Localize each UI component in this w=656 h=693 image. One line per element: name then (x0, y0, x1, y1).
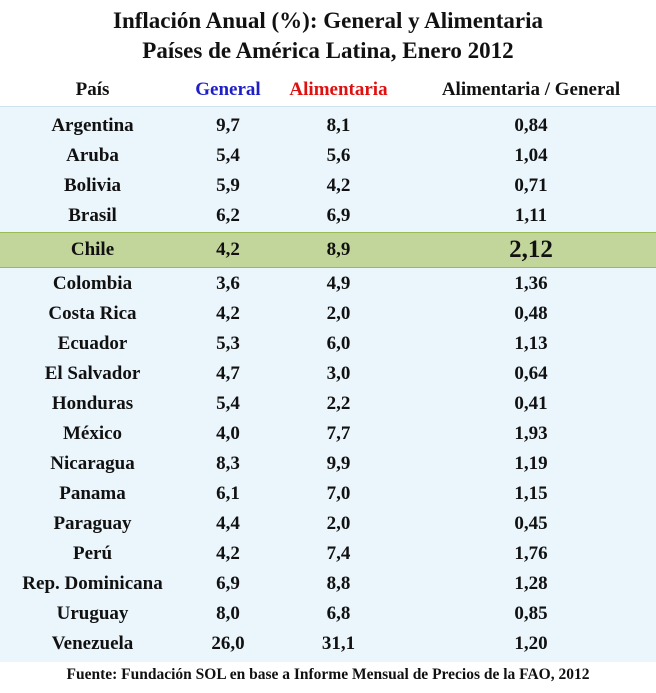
cell-country: Colombia (52, 273, 133, 294)
table-row: Ecuador 5,3 6,0 1,13 (0, 329, 656, 359)
table-row-highlighted: Chile 4,2 8,9 2,12 (0, 232, 656, 268)
cell-general: 6,9 (216, 573, 240, 594)
cell-food: 7,4 (326, 543, 351, 564)
cell-general: 6,2 (216, 205, 240, 226)
cell-country: Rep. Dominicana (22, 573, 163, 594)
cell-food: 8,9 (326, 239, 351, 260)
cell-general: 8,0 (216, 603, 240, 624)
header-ratio: Alimentaria / General (441, 79, 621, 100)
cell-food: 4,2 (326, 175, 351, 196)
cell-ratio: 1,93 (514, 423, 548, 444)
cell-general: 9,7 (216, 115, 240, 136)
table-row: México 4,0 7,7 1,93 (0, 419, 656, 449)
table-row: Uruguay 8,0 6,8 0,85 (0, 599, 656, 629)
cell-country: Venezuela (51, 633, 134, 654)
cell-country: Chile (70, 239, 115, 260)
cell-ratio: 0,41 (514, 393, 548, 414)
cell-food: 8,8 (326, 573, 351, 594)
table-row: Paraguay 4,4 2,0 0,45 (0, 509, 656, 539)
cell-general: 4,0 (216, 423, 240, 444)
cell-general: 26,0 (211, 633, 245, 654)
cell-ratio: 1,19 (514, 453, 548, 474)
cell-country: México (62, 423, 123, 444)
table-row: Colombia 3,6 4,9 1,36 (0, 269, 656, 299)
cell-country: Perú (72, 543, 113, 564)
cell-ratio: 0,48 (514, 303, 548, 324)
cell-country: Argentina (51, 115, 134, 136)
table-row: Honduras 5,4 2,2 0,41 (0, 389, 656, 419)
cell-food: 31,1 (321, 633, 356, 654)
table-row: Costa Rica 4,2 2,0 0,48 (0, 299, 656, 329)
cell-country: Brasil (68, 205, 117, 226)
cell-food: 2,0 (326, 303, 351, 324)
cell-general: 4,4 (216, 513, 240, 534)
chart-title: Inflación Anual (%): General y Alimentar… (113, 8, 543, 33)
cell-ratio: 1,04 (514, 145, 548, 166)
table-row: El Salvador 4,7 3,0 0,64 (0, 359, 656, 389)
table-header: País General Alimentaria Alimentaria / G… (0, 76, 656, 104)
cell-ratio: 0,71 (514, 175, 548, 196)
cell-general: 6,1 (216, 483, 240, 504)
table-row: Nicaragua 8,3 9,9 1,19 (0, 449, 656, 479)
cell-food: 2,2 (326, 393, 351, 414)
cell-general: 3,6 (216, 273, 240, 294)
cell-ratio: 1,11 (514, 205, 548, 226)
cell-food: 2,0 (326, 513, 351, 534)
cell-ratio: 1,15 (514, 483, 548, 504)
cell-food: 7,7 (326, 423, 351, 444)
cell-ratio: 1,76 (514, 543, 548, 564)
cell-country: Costa Rica (48, 303, 137, 324)
table-body: Argentina 9,7 8,1 0,84 Aruba 5,4 5,6 1,04 Bolivi… (0, 106, 656, 662)
cell-general: 4,7 (216, 363, 240, 384)
cell-country: Panama (59, 483, 126, 504)
header-country: País (75, 79, 110, 100)
cell-ratio: 0,84 (514, 115, 548, 136)
table-row: Rep. Dominicana 6,9 8,8 1,28 (0, 569, 656, 599)
cell-food: 6,8 (326, 603, 351, 624)
cell-ratio: 1,20 (514, 633, 548, 654)
table-row: Brasil 6,2 6,9 1,11 (0, 201, 656, 231)
table-row: Argentina 9,7 8,1 0,84 (0, 111, 656, 141)
cell-ratio: 0,85 (514, 603, 548, 624)
cell-country: Uruguay (56, 603, 129, 624)
cell-general: 5,4 (216, 145, 240, 166)
cell-ratio: 0,64 (514, 363, 548, 384)
header-food: Alimentaria (289, 79, 388, 100)
cell-ratio: 1,28 (514, 573, 548, 594)
chart-subtitle: Países de América Latina, Enero 2012 (142, 38, 514, 63)
cell-country: El Salvador (44, 363, 141, 384)
cell-general: 5,4 (216, 393, 240, 414)
cell-country: Aruba (66, 145, 119, 166)
cell-ratio: 1,36 (514, 273, 548, 294)
cell-food: 4,9 (326, 273, 351, 294)
cell-food: 5,6 (326, 145, 351, 166)
table-row: Perú 4,2 7,4 1,76 (0, 539, 656, 569)
cell-general: 5,9 (216, 175, 240, 196)
cell-country: Ecuador (57, 333, 128, 354)
cell-ratio: 2,12 (509, 236, 553, 263)
cell-country: Nicaragua (50, 453, 135, 474)
cell-country: Honduras (51, 393, 134, 414)
table-row: Venezuela 26,0 31,1 1,20 (0, 629, 656, 659)
cell-food: 3,0 (326, 363, 351, 384)
cell-general: 5,3 (216, 333, 240, 354)
cell-food: 9,9 (326, 453, 351, 474)
cell-food: 6,0 (326, 333, 351, 354)
cell-country: Bolivia (63, 175, 121, 196)
cell-general: 8,3 (216, 453, 240, 474)
cell-country: Paraguay (53, 513, 132, 534)
table-row: Panama 6,1 7,0 1,15 (0, 479, 656, 509)
cell-general: 4,2 (216, 303, 240, 324)
cell-general: 4,2 (216, 239, 240, 260)
source-note: Fuente: Fundación SOL en base a Informe … (66, 666, 590, 683)
table-row: Bolivia 5,9 4,2 0,71 (0, 171, 656, 201)
cell-food: 8,1 (326, 115, 351, 136)
header-general: General (195, 79, 261, 100)
table-row: Aruba 5,4 5,6 1,04 (0, 141, 656, 171)
cell-ratio: 0,45 (514, 513, 548, 534)
cell-general: 4,2 (216, 543, 240, 564)
cell-ratio: 1,13 (514, 333, 548, 354)
cell-food: 6,9 (326, 205, 351, 226)
cell-food: 7,0 (326, 483, 351, 504)
